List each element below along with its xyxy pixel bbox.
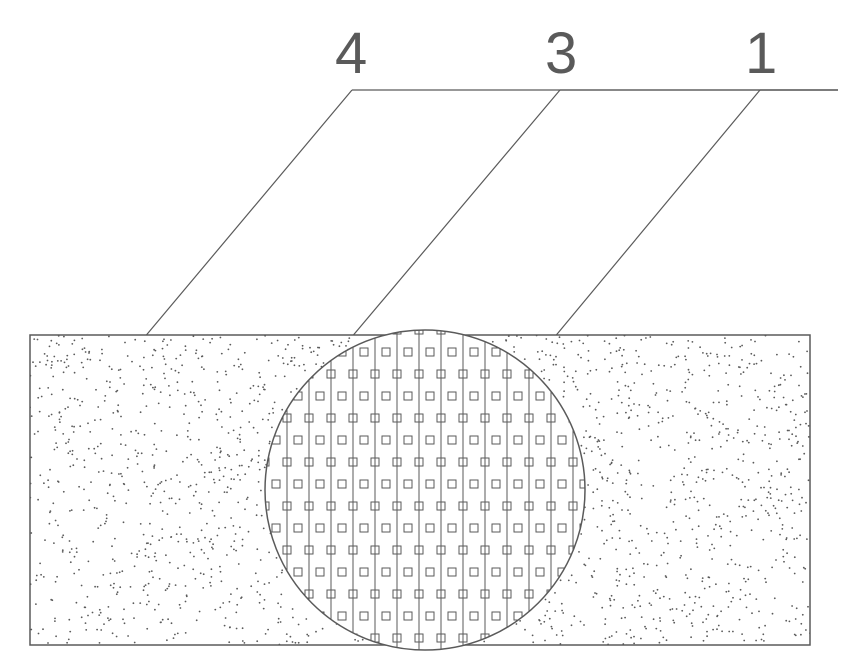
leader-lines <box>138 90 838 345</box>
callout-label-3: 3 <box>545 25 577 83</box>
diagram-svg <box>0 0 856 664</box>
callout-label-4: 4 <box>335 25 367 83</box>
diagram-canvas: 4 3 1 <box>0 0 856 664</box>
callout-label-1: 1 <box>745 25 777 83</box>
